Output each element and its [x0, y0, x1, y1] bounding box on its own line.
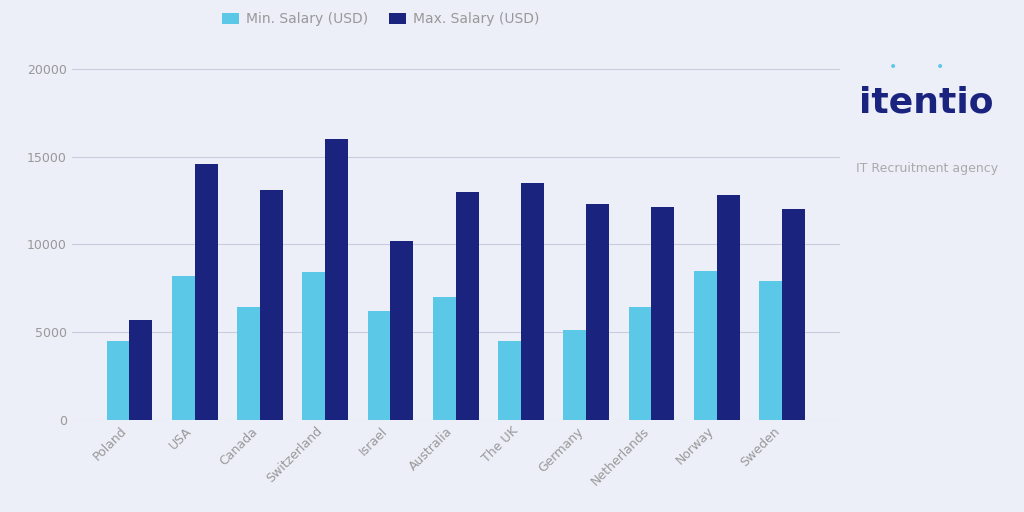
- Bar: [238, 308, 260, 420]
- Bar: [326, 139, 348, 420]
- Bar: [129, 320, 153, 420]
- Bar: [456, 191, 478, 420]
- Bar: [759, 281, 782, 420]
- Bar: [172, 276, 195, 420]
- Bar: [563, 330, 586, 420]
- Bar: [717, 195, 739, 420]
- Bar: [195, 163, 217, 420]
- Bar: [629, 308, 651, 420]
- Bar: [106, 341, 129, 420]
- Bar: [368, 311, 390, 420]
- Bar: [260, 190, 283, 420]
- Bar: [586, 204, 609, 420]
- Bar: [433, 297, 456, 420]
- Bar: [498, 341, 521, 420]
- Bar: [651, 207, 674, 420]
- Bar: [390, 241, 414, 420]
- Legend: Min. Salary (USD), Max. Salary (USD): Min. Salary (USD), Max. Salary (USD): [217, 7, 545, 32]
- Bar: [694, 271, 717, 420]
- Text: •: •: [936, 59, 944, 74]
- Bar: [782, 209, 805, 420]
- Text: IT Recruitment agency: IT Recruitment agency: [856, 162, 997, 176]
- Text: •: •: [889, 59, 897, 74]
- Bar: [302, 272, 326, 420]
- Text: itentio: itentio: [859, 86, 994, 119]
- Bar: [521, 183, 544, 420]
